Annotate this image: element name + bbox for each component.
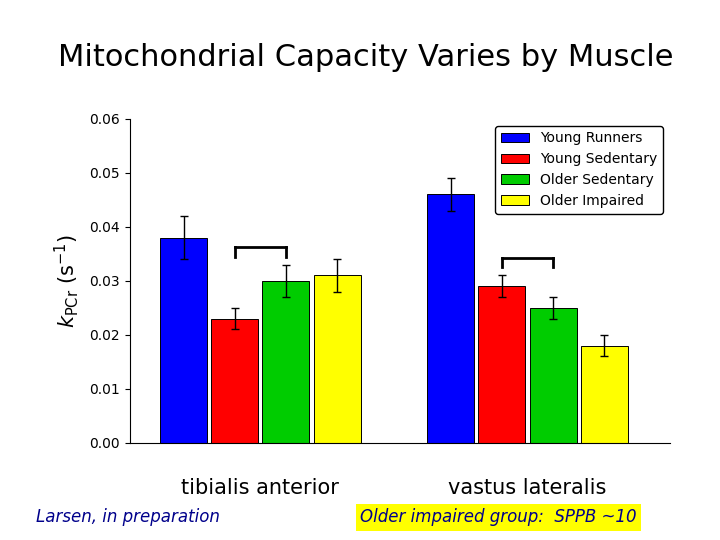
Text: vastus lateralis: vastus lateralis: [449, 478, 607, 498]
Bar: [211, 319, 258, 443]
Text: tibialis anterior: tibialis anterior: [181, 478, 339, 498]
Bar: [262, 281, 310, 443]
Text: Older impaired group:  SPPB ~10: Older impaired group: SPPB ~10: [360, 509, 636, 526]
Bar: [529, 308, 577, 443]
Text: Mitochondrial Capacity Varies by Muscle: Mitochondrial Capacity Varies by Muscle: [58, 43, 673, 72]
Bar: [581, 346, 628, 443]
Bar: [478, 286, 526, 443]
Text: Larsen, in preparation: Larsen, in preparation: [36, 509, 220, 526]
Bar: [313, 275, 361, 443]
Bar: [427, 194, 474, 443]
Y-axis label: $\it{k}_\mathrm{PCr}\ (\mathrm{s}^{-1})$: $\it{k}_\mathrm{PCr}\ (\mathrm{s}^{-1})$: [52, 234, 81, 328]
Legend: Young Runners, Young Sedentary, Older Sedentary, Older Impaired: Young Runners, Young Sedentary, Older Se…: [495, 126, 662, 214]
Bar: [160, 238, 207, 443]
